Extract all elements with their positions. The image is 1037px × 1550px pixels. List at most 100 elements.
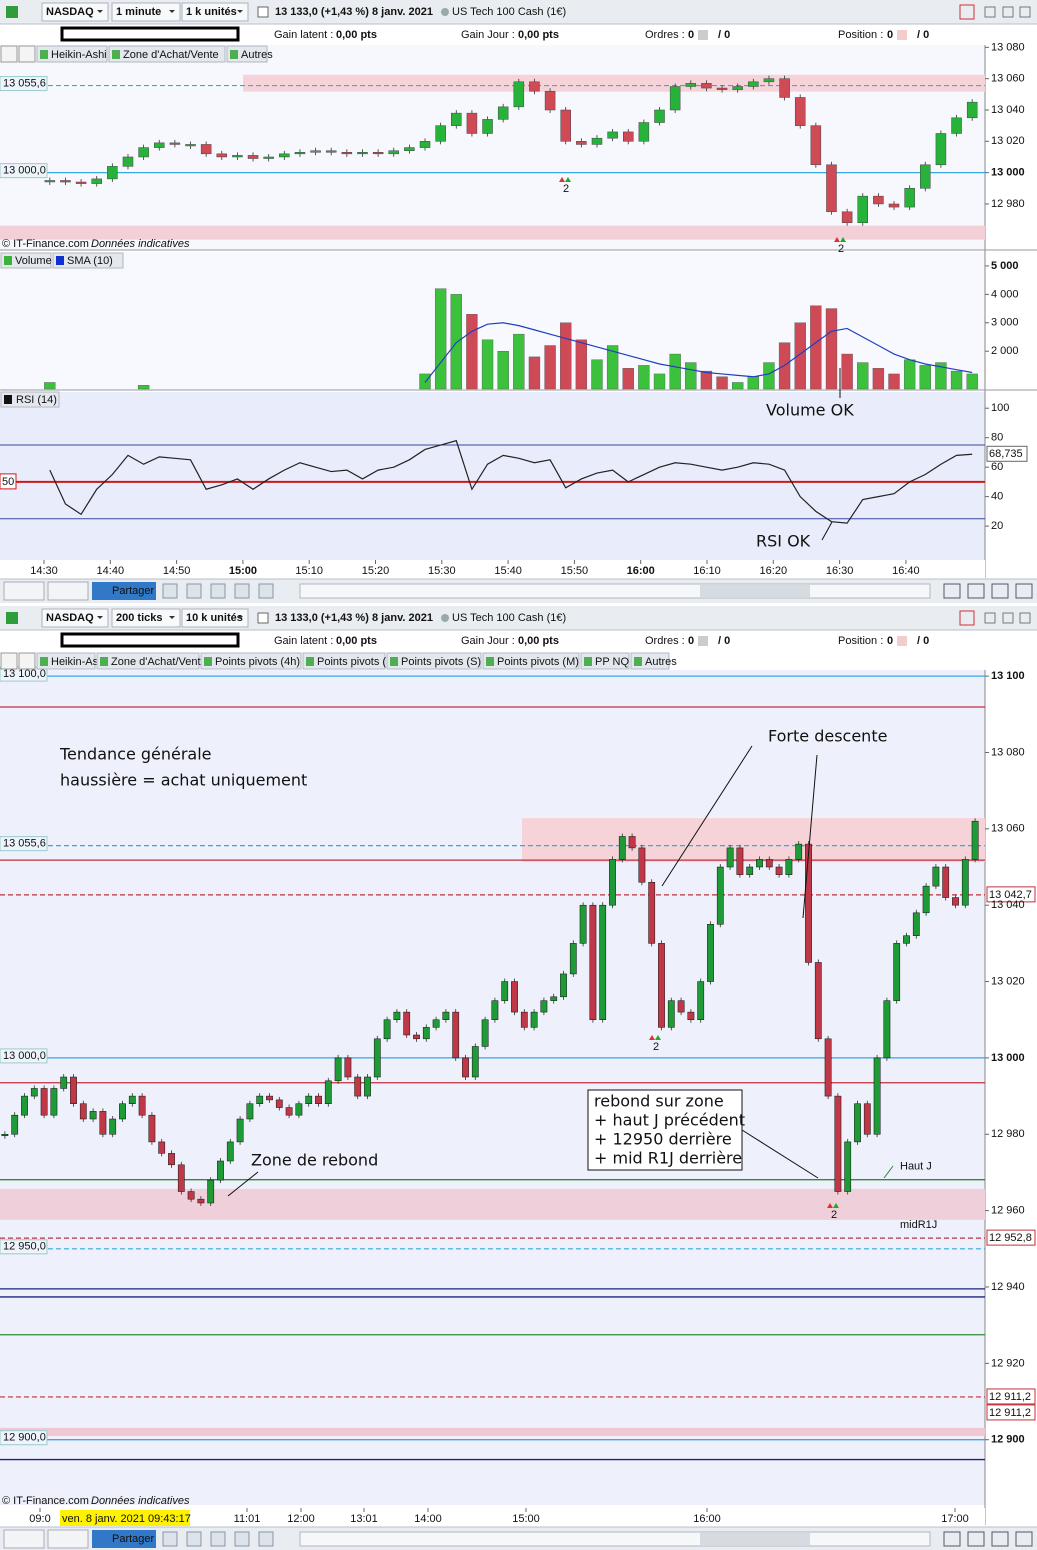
candle — [795, 843, 803, 860]
indicator-tab[interactable] — [0, 252, 52, 269]
y-tick-label: 13 020 — [991, 975, 1025, 987]
window-btn[interactable] — [959, 4, 975, 20]
candle — [435, 125, 446, 142]
units-select[interactable] — [181, 2, 249, 22]
signal-label: 2 — [563, 183, 569, 195]
candle — [40, 1088, 48, 1116]
zoom-btn[interactable] — [943, 1531, 961, 1547]
tab-icon — [18, 45, 36, 63]
indicator-tab[interactable] — [108, 45, 226, 63]
tool-icon[interactable] — [162, 1531, 178, 1547]
volume-bar — [857, 362, 869, 390]
indicator-tab[interactable] — [580, 652, 630, 670]
annotation: Zone de rebond — [251, 1151, 378, 1170]
zoom-btn[interactable] — [943, 583, 961, 599]
tool-icon[interactable] — [258, 1531, 274, 1547]
candle — [576, 141, 587, 145]
indicator-tab[interactable] — [386, 652, 482, 670]
tool-icon[interactable] — [210, 583, 226, 599]
candle — [107, 166, 118, 180]
candle — [569, 943, 577, 975]
candle — [452, 1011, 460, 1059]
candle — [701, 83, 712, 89]
candle — [295, 1103, 303, 1116]
y-tick-label: 12 980 — [991, 198, 1025, 210]
account-box — [60, 26, 240, 42]
candle — [285, 1107, 293, 1116]
tool-icon[interactable] — [186, 583, 202, 599]
tool-icon[interactable] — [186, 1531, 202, 1547]
units-select[interactable] — [181, 608, 249, 628]
window-control[interactable] — [1002, 6, 1014, 18]
tool-icon[interactable] — [258, 583, 274, 599]
candle — [128, 1095, 136, 1104]
window-control[interactable] — [1002, 612, 1014, 624]
zoom-btn[interactable] — [967, 1531, 985, 1547]
axis-level-label: 13 042,7 — [989, 889, 1032, 901]
tab-label: Heikin-Ashi — [51, 656, 107, 668]
zoom-btn[interactable] — [967, 583, 985, 599]
candle — [834, 1095, 842, 1192]
indicator-tab[interactable] — [200, 652, 302, 670]
indicator-tab[interactable] — [302, 652, 386, 670]
indicator-tab[interactable] — [482, 652, 580, 670]
window-control[interactable] — [1019, 6, 1031, 18]
annotation-box — [587, 1089, 743, 1171]
tool-icon[interactable] — [234, 583, 250, 599]
indicator-tab[interactable] — [52, 252, 124, 269]
candle — [648, 882, 656, 944]
candle — [658, 943, 665, 1028]
date: 8 janv. 2021 — [372, 6, 433, 18]
volume-bar — [560, 322, 572, 390]
window-btn[interactable] — [959, 610, 975, 626]
candle — [383, 1019, 391, 1040]
candle — [153, 142, 165, 148]
candle — [513, 81, 525, 108]
zone — [522, 818, 985, 863]
status-value: / 0 — [718, 635, 730, 647]
instrument-select[interactable] — [41, 2, 109, 22]
tab-swatch — [486, 657, 494, 666]
share-btn[interactable] — [92, 1530, 156, 1548]
share-btn[interactable] — [92, 582, 156, 600]
volume-bar — [825, 308, 838, 390]
zoom-btn[interactable] — [1015, 583, 1033, 599]
candle — [736, 847, 744, 875]
indicator-tab[interactable] — [0, 391, 60, 408]
annotation: RSI OK — [756, 532, 811, 551]
y-tick-label: 12 980 — [991, 1128, 1025, 1140]
zoom-btn[interactable] — [991, 1531, 1009, 1547]
tool-icon[interactable] — [210, 1531, 226, 1547]
tool-btn[interactable] — [3, 581, 45, 601]
tool-btn[interactable] — [47, 581, 89, 601]
tab-swatch — [230, 50, 238, 59]
y-tick-label: 80 — [991, 432, 1003, 444]
indicator-tab[interactable] — [96, 652, 200, 670]
window-control[interactable] — [984, 6, 996, 18]
level-label: 13 000,0 — [3, 1050, 46, 1062]
period-select[interactable] — [111, 2, 181, 22]
tool-icon[interactable] — [234, 1531, 250, 1547]
window-control[interactable] — [984, 612, 996, 624]
zoom-btn[interactable] — [1015, 1531, 1033, 1547]
indicator-tab[interactable] — [36, 45, 108, 63]
annotation: Forte descente — [768, 727, 887, 746]
candle — [609, 859, 616, 906]
candle — [216, 153, 228, 158]
y-tick-label: 12 940 — [991, 1281, 1025, 1293]
instrument-select[interactable] — [41, 608, 109, 628]
y-tick-label: 5 000 — [991, 260, 1019, 272]
y-tick-label: 12 900 — [991, 1434, 1025, 1446]
tool-btn[interactable] — [47, 1529, 89, 1549]
candle — [501, 981, 509, 1001]
quote: 13 133,0 (+1,43 %) — [275, 6, 369, 18]
candle — [591, 137, 603, 145]
window-control[interactable] — [1019, 612, 1031, 624]
tool-icon[interactable] — [162, 583, 178, 599]
status-value: 0 — [887, 635, 893, 647]
period-select[interactable] — [111, 608, 181, 628]
zoom-btn[interactable] — [991, 583, 1009, 599]
candle — [888, 203, 900, 208]
tool-btn[interactable] — [3, 1529, 45, 1549]
indicator-tab[interactable] — [36, 652, 96, 670]
